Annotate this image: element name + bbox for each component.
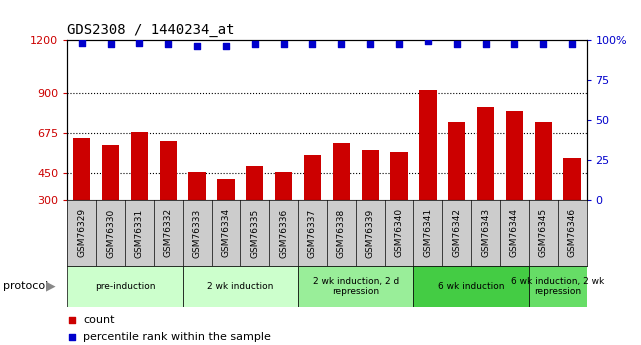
Point <box>278 42 288 47</box>
Text: 6 wk induction: 6 wk induction <box>438 282 504 291</box>
Text: ▶: ▶ <box>46 280 56 293</box>
Bar <box>419 90 437 200</box>
Text: GSM76331: GSM76331 <box>135 208 144 257</box>
Text: protocol: protocol <box>3 282 49 291</box>
Bar <box>131 132 148 200</box>
Bar <box>304 155 321 200</box>
Bar <box>535 122 552 200</box>
Bar <box>390 152 408 200</box>
Text: count: count <box>83 315 114 325</box>
Text: GSM76341: GSM76341 <box>423 208 433 257</box>
Point <box>307 42 317 47</box>
Point <box>423 39 433 44</box>
Bar <box>188 171 206 200</box>
Text: 2 wk induction, 2 d
repression: 2 wk induction, 2 d repression <box>313 277 399 296</box>
Text: GSM76342: GSM76342 <box>452 208 462 257</box>
Bar <box>362 150 379 200</box>
Bar <box>102 145 119 200</box>
Bar <box>246 166 263 200</box>
Point <box>365 42 376 47</box>
Text: 6 wk induction, 2 wk
repression: 6 wk induction, 2 wk repression <box>511 277 604 296</box>
Text: GSM76330: GSM76330 <box>106 208 115 257</box>
Bar <box>73 138 90 200</box>
Bar <box>217 179 235 200</box>
Point <box>538 42 548 47</box>
Point <box>249 42 260 47</box>
Text: GSM76336: GSM76336 <box>279 208 288 257</box>
Point <box>451 42 462 47</box>
Text: GSM76337: GSM76337 <box>308 208 317 257</box>
Text: GSM76345: GSM76345 <box>538 208 548 257</box>
Point <box>481 42 491 47</box>
Bar <box>477 107 494 200</box>
Bar <box>563 158 581 200</box>
Bar <box>183 266 298 307</box>
Bar <box>448 122 465 200</box>
Point <box>221 43 231 49</box>
Point <box>105 42 115 47</box>
Text: pre-induction: pre-induction <box>95 282 155 291</box>
Point <box>67 317 78 323</box>
Text: percentile rank within the sample: percentile rank within the sample <box>83 332 271 342</box>
Point <box>67 334 78 339</box>
Bar <box>529 266 587 307</box>
Bar <box>506 111 523 200</box>
Text: GSM76332: GSM76332 <box>163 208 173 257</box>
Text: GSM76340: GSM76340 <box>394 208 404 257</box>
Text: GSM76346: GSM76346 <box>567 208 577 257</box>
Text: GSM76329: GSM76329 <box>77 208 87 257</box>
Point <box>135 40 145 46</box>
Point <box>192 43 203 49</box>
Bar <box>413 266 529 307</box>
Text: GSM76338: GSM76338 <box>337 208 346 257</box>
Point <box>509 42 519 47</box>
Point <box>336 42 346 47</box>
Text: GSM76344: GSM76344 <box>510 208 519 257</box>
Point <box>77 40 87 46</box>
Bar <box>298 266 413 307</box>
Text: GDS2308 / 1440234_at: GDS2308 / 1440234_at <box>67 23 235 37</box>
Bar <box>67 266 183 307</box>
Text: GSM76339: GSM76339 <box>365 208 375 257</box>
Point <box>567 42 577 47</box>
Text: 2 wk induction: 2 wk induction <box>207 282 274 291</box>
Text: GSM76335: GSM76335 <box>250 208 260 257</box>
Point <box>394 42 404 47</box>
Bar <box>333 143 350 200</box>
Text: GSM76343: GSM76343 <box>481 208 490 257</box>
Point <box>163 42 173 47</box>
Bar <box>275 172 292 200</box>
Text: GSM76333: GSM76333 <box>192 208 202 257</box>
Bar <box>160 141 177 200</box>
Text: GSM76334: GSM76334 <box>221 208 231 257</box>
